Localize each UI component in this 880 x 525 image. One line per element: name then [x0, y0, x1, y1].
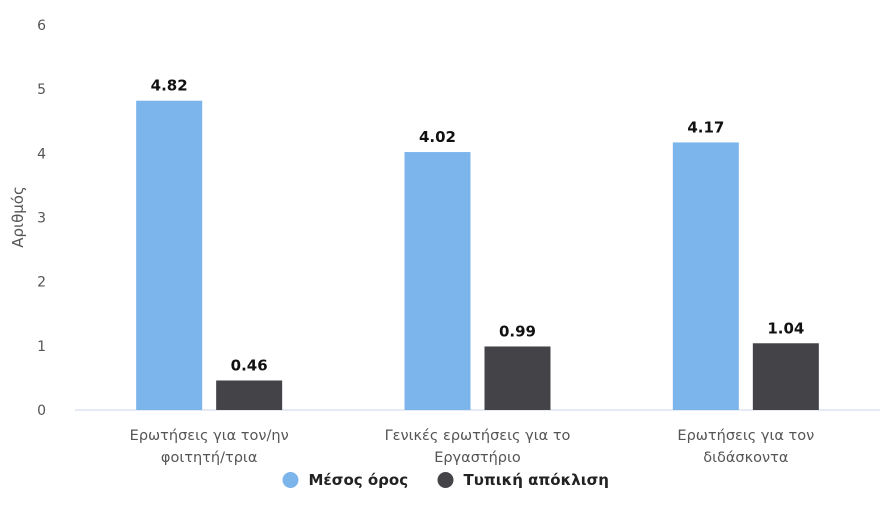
x-tick-label-line: Ερωτήσεις για τον/ην	[130, 428, 289, 444]
bar	[216, 380, 283, 410]
data-label: 4.02	[419, 128, 456, 146]
legend-label: Μέσος όρος	[309, 471, 409, 489]
y-tick-label: 6	[37, 18, 46, 34]
y-tick-label: 1	[37, 339, 46, 355]
x-tick-label: Γενικές ερωτήσεις για το Εργαστήριο	[385, 428, 571, 466]
data-label: 0.46	[231, 356, 268, 374]
axes: 0 1 2 3 4 5 6 Ερωτήσεις για τον/ην φοιτητή/τρια Γ…	[37, 18, 880, 466]
x-tick-label-line: φοιτητή/τρια	[161, 450, 257, 466]
y-axis-title-group: Αριθμός	[9, 186, 27, 248]
y-tick-label: 0	[37, 403, 46, 419]
x-tick-label: Ερωτήσεις για τον διδάσκοντα	[677, 428, 814, 466]
y-tick-label: 3	[37, 211, 46, 227]
data-label: 4.17	[687, 118, 724, 136]
y-tick-label: 5	[37, 82, 46, 98]
bar	[136, 100, 203, 410]
y-tick-label: 2	[37, 275, 46, 291]
x-tick-label-line: Ερωτήσεις για τον	[677, 428, 814, 444]
data-label: 0.99	[499, 322, 536, 340]
bar	[672, 142, 739, 411]
data-label: 4.82	[151, 77, 188, 95]
x-tick-label-line: Εργαστήριο	[434, 450, 521, 466]
legend-marker	[437, 472, 454, 488]
y-axis-title: Αριθμός	[9, 186, 27, 248]
data-labels: 4.82 0.46 4.02 0.99 4.17 1.04	[151, 77, 805, 375]
x-tick-label-line: Γενικές ερωτήσεις για το	[385, 428, 571, 444]
bar	[404, 152, 471, 411]
y-tick-label: 4	[37, 146, 46, 162]
bar	[752, 343, 819, 410]
bar	[484, 346, 551, 410]
data-label: 1.04	[767, 319, 804, 337]
bars	[136, 100, 819, 411]
x-tick-label-line: διδάσκοντα	[703, 450, 788, 466]
x-tick-label: Ερωτήσεις για τον/ην φοιτητή/τρια	[130, 428, 289, 466]
legend-marker	[282, 472, 299, 488]
legend: Μέσος όρος Τυπική απόκλιση	[282, 471, 609, 489]
legend-label: Τυπική απόκλιση	[464, 471, 609, 489]
